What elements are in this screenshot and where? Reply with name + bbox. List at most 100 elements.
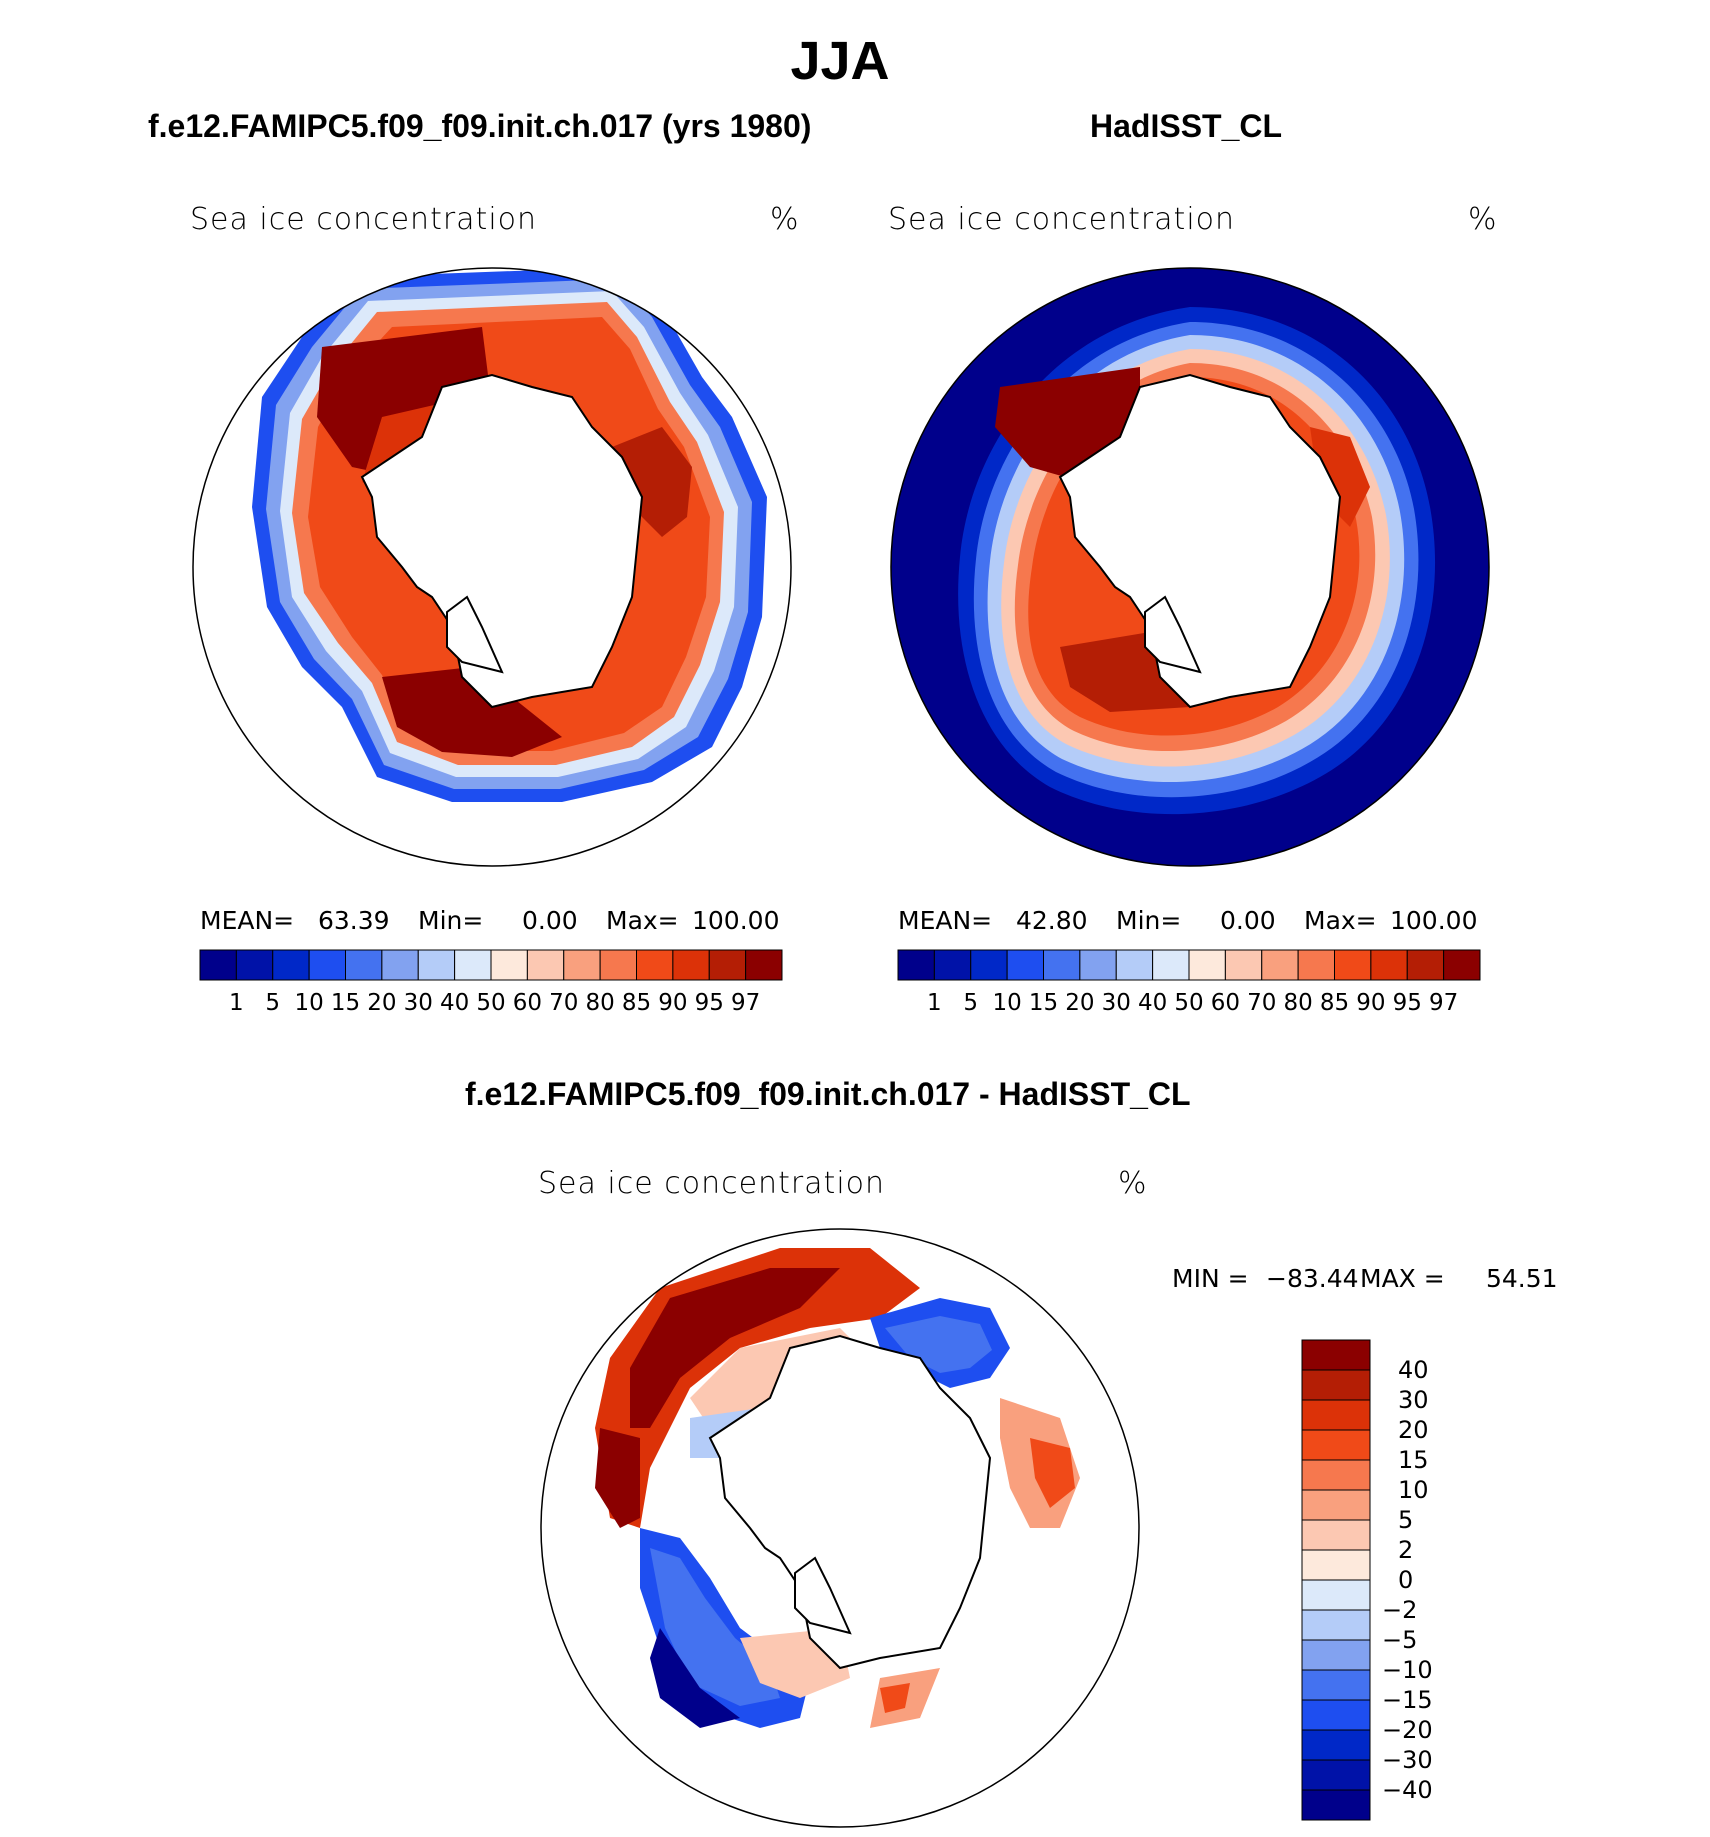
panel-1-colorbar-tick-label: 30 [403,990,433,1016]
panel-2-colorbar-tick-label: 90 [1356,990,1386,1016]
panel-3-max-label: MAX = [1360,1264,1445,1293]
panel-1-colorbar-swatch [381,949,419,981]
panel-1-colorbar-swatch [199,949,237,981]
panel-1-colorbar-tick-label: 95 [694,990,724,1016]
panel-1-colorbar-tick-label: 70 [549,990,579,1016]
panel-2-colorbar-tick-label: 97 [1428,990,1459,1016]
panel-3-colorbar-swatch [1301,1729,1371,1761]
panel-2-min-label: Min= [1116,906,1182,935]
panel-3-variable: Sea ice concentration [538,1166,886,1201]
panel-3-colorbar-swatch [1301,1669,1371,1701]
panel-3-colorbar-swatch [1301,1339,1371,1371]
panel-1-colorbar-swatch [345,949,383,981]
panel-3-title: f.e12.FAMIPC5.f09_f09.init.ch.017 - HadI… [465,1076,1191,1112]
panel-1-colorbar-tick-label: 10 [294,990,324,1016]
panel-3-colorbar-ticks: 40 30 20 15 10 5 2 0 −2 −5 −10 −15 −20 −30 −40 [1382,1340,1462,1820]
panel-2-colorbar-tick-label: 40 [1137,990,1168,1016]
panel-2-max-value: 100.00 [1390,906,1478,935]
panel-3-colorbar-tick-label: 15 [1398,1446,1429,1474]
panel-1-colorbar-tick-label: 97 [730,990,761,1016]
panel-3-colorbar-tick-label: −10 [1382,1656,1433,1684]
panel-3-colorbar-tick-label: 30 [1398,1386,1429,1414]
panel-1-max-label: Max= [606,906,679,935]
panel-2-colorbar-tick-label: 80 [1283,990,1313,1016]
panel-3-colorbar-swatch [1301,1789,1371,1821]
panel-1-map [192,267,792,867]
panel-2-mean-label: MEAN= [898,906,993,935]
panel-3-colorbar-tick-label: 20 [1398,1416,1429,1444]
panel-1-colorbar-tick-label: 40 [439,990,470,1016]
panel-3-colorbar-swatch [1301,1399,1371,1431]
panel-3-units: % [1118,1166,1148,1201]
panel-2-colorbar-swatch [1334,949,1372,981]
panel-1-colorbar-swatch [563,949,601,981]
panel-3-colorbar-tick-label: −40 [1382,1776,1433,1804]
panel-2-colorbar-tick-label: 60 [1210,990,1241,1016]
panel-3-colorbar [1301,1339,1371,1821]
panel-2-colorbar-swatch [1406,949,1445,981]
panel-3-min-value: −83.44 [1266,1264,1359,1293]
panel-1-colorbar-swatch [526,949,565,981]
panel-1-colorbar-swatch [454,949,492,981]
panel-1-colorbar-swatch [672,949,710,981]
panel-1-mean-value: 63.39 [318,906,390,935]
panel-3-colorbar-swatch [1301,1639,1371,1671]
panel-1-colorbar [199,949,783,981]
panel-3-colorbar-swatch [1301,1579,1371,1611]
panel-2-map [890,267,1490,867]
panel-2-title: HadISST_CL [1090,108,1283,144]
panel-3-min-label: MIN = [1172,1264,1249,1293]
panel-2-colorbar-tick-label: 15 [1028,990,1059,1016]
panel-1-colorbar-tick-label: 85 [621,990,652,1016]
panel-2-units: % [1468,202,1498,237]
panel-3-colorbar-tick-label: 5 [1398,1506,1414,1534]
panel-3-colorbar-swatch [1301,1489,1371,1521]
panel-1-colorbar-swatch [708,949,747,981]
panel-1-colorbar-swatch [745,949,783,981]
panel-2-colorbar [897,949,1481,981]
panel-2-colorbar-swatch [1224,949,1263,981]
panel-2-colorbar-tick-label: 10 [992,990,1022,1016]
panel-1-colorbar-tick-label: 50 [476,990,506,1016]
panel-2-min-value: 0.00 [1220,906,1276,935]
panel-3-colorbar-swatch [1301,1699,1371,1731]
panel-1-colorbar-tick-label: 15 [330,990,361,1016]
panel-2-colorbar-swatch [1443,949,1481,981]
panel-2-colorbar-swatch [1006,949,1044,981]
panel-1-colorbar-swatch [308,949,346,981]
panel-3-colorbar-tick-label: 10 [1398,1476,1429,1504]
panel-1-colorbar-tick-label: 90 [658,990,688,1016]
panel-3-max-value: 54.51 [1486,1264,1558,1293]
panel-1-colorbar-swatch [272,949,310,981]
panel-3-colorbar-swatch [1301,1609,1371,1641]
panel-1-title: f.e12.FAMIPC5.f09_f09.init.ch.017 (yrs 1… [148,108,812,144]
panel-1-colorbar-tick-label: 20 [367,990,397,1016]
panel-1-max-value: 100.00 [692,906,780,935]
figure-title: JJA [790,31,890,91]
panel-3-colorbar-swatch [1301,1549,1371,1581]
panel-1-mean-label: MEAN= [200,906,295,935]
panel-2-colorbar-swatch [1370,949,1408,981]
panel-1-colorbar-swatch [490,949,528,981]
panel-2-colorbar-swatch [1261,949,1299,981]
panel-3-colorbar-swatch [1301,1459,1371,1491]
panel-1-min-value: 0.00 [522,906,578,935]
panel-2-colorbar-swatch [970,949,1008,981]
panel-2-colorbar-swatch [1079,949,1117,981]
panel-2-colorbar-tick-label: 30 [1101,990,1131,1016]
panel-1-units: % [770,202,800,237]
panel-1-variable: Sea ice concentration [190,202,538,237]
panel-3-colorbar-swatch [1301,1429,1371,1461]
panel-2-colorbar-tick-label: 70 [1247,990,1277,1016]
panel-2-colorbar-swatch [1188,949,1226,981]
panel-2-colorbar-tick-label: 95 [1392,990,1422,1016]
panel-1-min-label: Min= [418,906,484,935]
panel-1-colorbar-swatch [599,949,637,981]
panel-3-colorbar-tick-label: −30 [1382,1746,1433,1774]
panel-1-colorbar-swatch [417,949,456,981]
panel-1-colorbar-tick-label: 60 [512,990,543,1016]
panel-2-colorbar-swatch [1043,949,1081,981]
panel-2-colorbar-swatch [897,949,935,981]
panel-1-colorbar-tick-label: 1 [229,990,244,1016]
panel-2-colorbar-swatch [933,949,972,981]
